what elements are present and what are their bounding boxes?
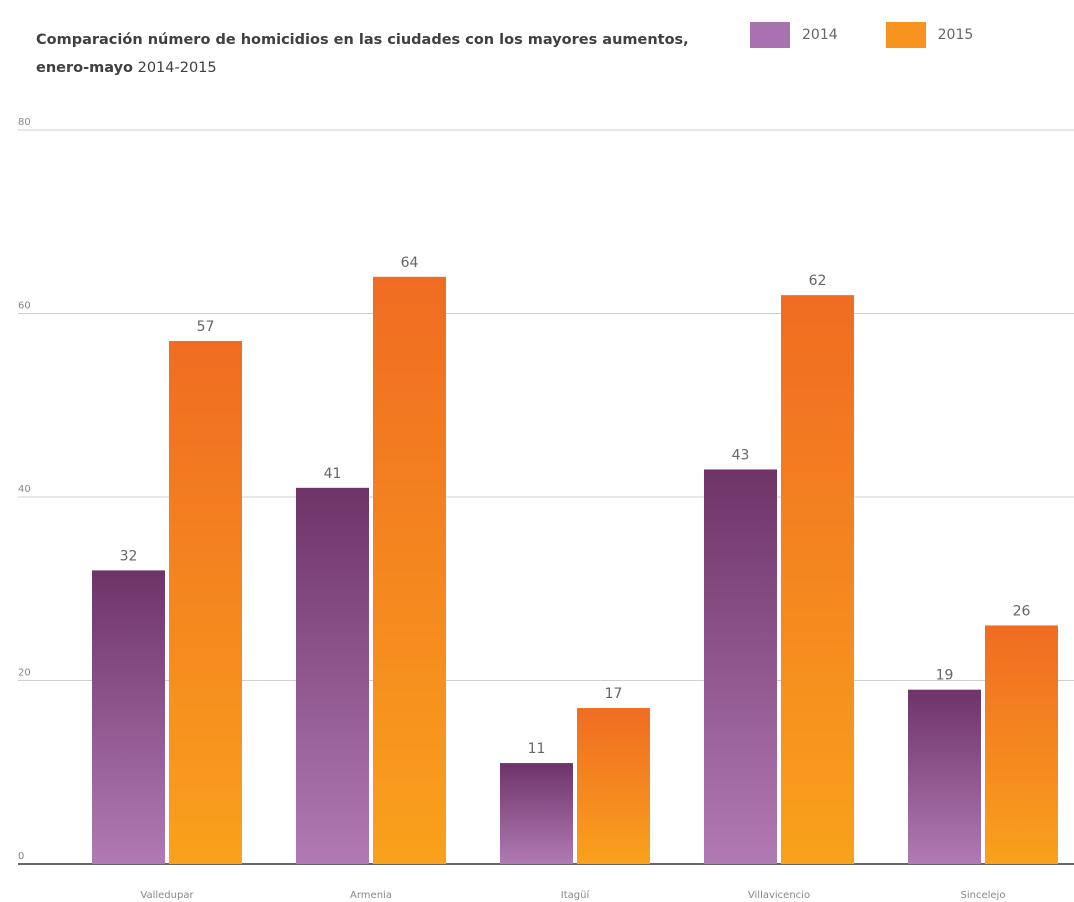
y-tick-label-40: 40 [18,484,31,495]
value-label-armenia-2014: 41 [324,466,342,482]
value-label-villavicencio-2015: 62 [809,273,827,289]
bar-valledupar-2015 [169,341,242,864]
legend-label-2015: 2015 [937,27,974,43]
bar-itagüí-2015 [577,708,650,864]
y-tick-label-60: 60 [18,301,31,312]
category-label-villavicencio: Villavicencio [748,890,810,901]
y-tick-label-0: 0 [18,851,24,862]
bar-sincelejo-2015 [985,625,1058,864]
legend-item-2015: 2015 [885,22,974,48]
bar-villavicencio-2015 [781,295,854,864]
legend-label-2014: 2014 [802,27,838,43]
value-label-valledupar-2015: 57 [197,319,215,335]
category-label-itagüí: Itagüí [561,889,591,901]
bar-itagüí-2014 [500,763,573,864]
value-label-valledupar-2014: 32 [120,548,138,564]
bar-armenia-2015 [373,276,446,864]
category-label-armenia: Armenia [350,890,392,901]
legend: 2014 2015 [750,22,1021,48]
bar-valledupar-2014 [92,570,165,864]
chart-title-years: 2014-2015 [137,60,217,76]
chart-title: Comparación número de homicidios en las … [36,26,696,82]
y-tick-label-20: 20 [18,668,31,679]
value-label-itagüí-2014: 11 [528,741,546,757]
y-tick-label-80: 80 [18,117,31,128]
bar-armenia-2014 [296,487,369,864]
chart-title-main: Comparación número de homicidios en las … [36,32,689,76]
value-label-sincelejo-2015: 26 [1013,603,1031,619]
legend-swatch-2014 [750,22,790,48]
category-label-valledupar: Valledupar [140,890,194,901]
value-label-itagüí-2015: 17 [605,686,623,702]
legend-swatch-2015 [885,22,926,48]
value-label-villavicencio-2014: 43 [732,447,750,463]
bar-sincelejo-2014 [908,689,981,864]
bar-villavicencio-2014 [704,469,777,864]
category-label-sincelejo: Sincelejo [961,890,1006,901]
value-label-armenia-2015: 64 [401,255,419,271]
value-label-sincelejo-2014: 19 [936,668,954,684]
legend-item-2014: 2014 [750,22,838,48]
